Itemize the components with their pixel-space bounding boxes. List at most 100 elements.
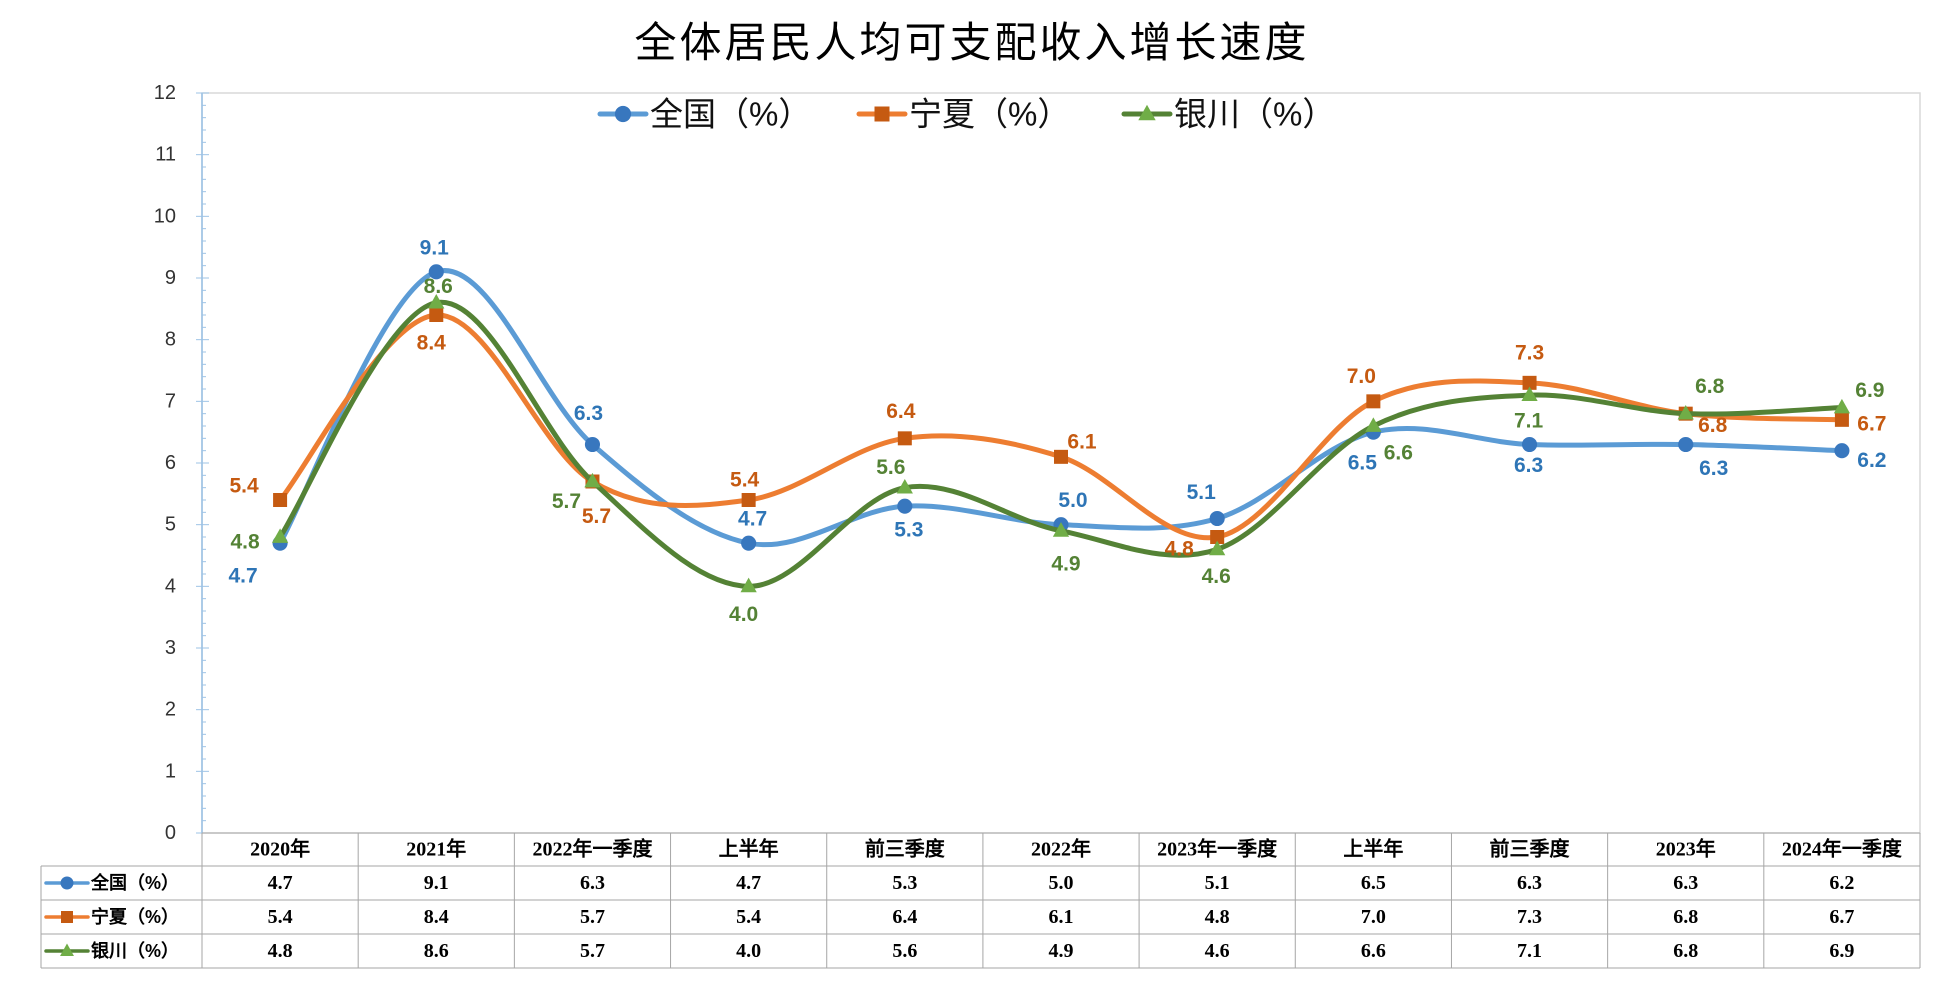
table-cell: 5.4 <box>268 906 293 928</box>
table-row-label: 银川（%） <box>91 940 179 961</box>
data-point-ningxia <box>273 493 288 507</box>
data-point-ningxia <box>429 308 444 322</box>
table-row-yinchuan: 银川（%） 4.8 8.6 5.7 4.0 5.6 4.9 4.6 6.6 7.1 6.8 6.9 <box>44 940 1854 962</box>
data-label-national: 6.3 <box>574 402 603 425</box>
table-cell: 4.8 <box>1205 906 1230 928</box>
table-cell: 4.7 <box>736 872 761 894</box>
chart-title: 全体居民人均可支配收入增长速度 <box>634 20 1309 67</box>
data-point-yinchuan <box>1833 398 1851 414</box>
table-header-cell: 2024年一季度 <box>1782 837 1903 861</box>
table-cell: 8.4 <box>424 906 449 928</box>
table-cell: 6.7 <box>1829 906 1854 928</box>
y-tick-label: 1 <box>165 760 176 782</box>
data-label-ningxia: 4.8 <box>1165 538 1195 561</box>
legend-label: 宁夏（%） <box>909 96 1070 133</box>
square-marker-icon <box>874 106 890 122</box>
y-tick-label: 4 <box>165 575 176 597</box>
table-cell: 6.5 <box>1361 872 1386 894</box>
y-tick-label: 7 <box>165 390 176 412</box>
table-cell: 5.3 <box>892 872 917 894</box>
table-cell: 6.8 <box>1673 940 1698 962</box>
legend-item-yinchuan: 银川（%） <box>1121 96 1335 133</box>
table-cell: 7.1 <box>1517 940 1542 962</box>
table-row-label: 全国（%） <box>90 872 179 893</box>
legend-label: 银川（%） <box>1174 96 1335 133</box>
y-tick-label: 9 <box>165 267 176 289</box>
series-yinchuan <box>271 293 1851 593</box>
data-label-ningxia: 6.1 <box>1067 430 1097 453</box>
table-cell: 8.6 <box>424 940 449 962</box>
table-cell: 4.6 <box>1205 940 1230 962</box>
data-point-ningxia <box>1522 375 1537 390</box>
data-label-national: 5.3 <box>894 519 923 542</box>
table-cell: 5.1 <box>1205 872 1230 894</box>
series-line-national <box>277 268 1845 548</box>
data-label-ningxia: 7.0 <box>1347 365 1376 388</box>
legend: 全国（%） 宁夏（%） 银川（%） <box>597 96 1335 133</box>
circle-marker-icon <box>614 105 632 123</box>
legend-item-ningxia: 宁夏（%） <box>856 96 1070 133</box>
table-header-cell: 2021年 <box>406 837 466 861</box>
triangle-marker-icon <box>60 943 74 957</box>
data-label-national: 4.7 <box>738 508 767 531</box>
y-tick-label: 6 <box>165 452 176 474</box>
data-point-national <box>1209 510 1225 527</box>
data-label-national: 6.3 <box>1514 454 1543 477</box>
y-tick-label: 11 <box>155 144 176 166</box>
data-label-yinchuan: 6.6 <box>1384 442 1413 465</box>
data-point-yinchuan <box>584 472 601 488</box>
data-point-yinchuan <box>1677 404 1694 420</box>
data-point-national <box>741 535 757 551</box>
legend-label: 全国（%） <box>650 96 811 133</box>
data-label-yinchuan: 6.9 <box>1855 379 1884 402</box>
data-point-yinchuan <box>428 293 445 309</box>
data-label-yinchuan: 5.6 <box>876 456 905 479</box>
table-cell: 6.9 <box>1829 940 1854 962</box>
table-row-ningxia: 宁夏（%） 5.4 8.4 5.7 5.4 6.4 6.1 4.8 7.0 7.3 6.8 6.7 <box>44 906 1854 928</box>
data-point-ningxia <box>897 431 912 446</box>
data-label-national: 6.3 <box>1699 457 1728 480</box>
data-point-ningxia <box>1366 394 1381 409</box>
data-labels: 4.7 9.1 6.3 4.7 5.3 5.0 5.1 6.5 6.3 6.3 6.2 5.4 8.4 5… <box>228 236 1886 625</box>
y-tick-label: 5 <box>165 514 176 536</box>
data-label-ningxia: 7.3 <box>1515 341 1544 364</box>
data-point-yinchuan <box>896 478 913 494</box>
table-row-national: 全国（%） 4.7 9.1 6.3 4.7 5.3 5.0 5.1 6.5 6.3 6.3 6.2 <box>44 872 1854 894</box>
data-label-ningxia: 6.4 <box>886 400 916 423</box>
table-row-label: 宁夏（%） <box>91 906 179 927</box>
data-label-yinchuan: 4.9 <box>1051 552 1080 575</box>
series-line-yinchuan <box>277 300 1845 589</box>
table-header-cell: 2023年一季度 <box>1157 837 1278 861</box>
data-label-national: 4.7 <box>228 565 257 588</box>
table-header-cell: 2022年 <box>1031 837 1091 861</box>
circle-marker-icon <box>60 876 74 890</box>
table-cell: 6.3 <box>580 872 605 894</box>
data-point-ningxia <box>1054 449 1068 464</box>
y-tick-label: 2 <box>165 699 176 721</box>
data-point-ningxia <box>1210 530 1225 544</box>
table-cell: 5.6 <box>892 940 917 962</box>
data-point-ningxia <box>741 493 756 507</box>
table-header-cell: 2020年 <box>250 837 310 861</box>
table-cell: 6.6 <box>1361 940 1386 962</box>
data-label-ningxia: 5.4 <box>229 475 259 498</box>
table-header-cell: 前三季度 <box>865 837 946 861</box>
legend-item-national: 全国（%） <box>597 96 811 133</box>
y-tick-label: 8 <box>165 329 176 351</box>
table-cell: 6.8 <box>1673 906 1698 928</box>
data-point-national <box>1678 436 1694 453</box>
data-point-yinchuan <box>1365 417 1382 432</box>
data-label-national: 6.2 <box>1857 449 1886 472</box>
y-tick-label: 10 <box>154 205 176 227</box>
data-label-ningxia: 8.4 <box>417 332 447 355</box>
y-tick-label: 3 <box>165 637 176 659</box>
table-cell: 4.0 <box>736 940 761 962</box>
table-cell: 7.3 <box>1517 906 1542 928</box>
table-cell: 6.3 <box>1517 872 1542 894</box>
data-point-yinchuan <box>1209 540 1226 556</box>
data-label-yinchuan: 7.1 <box>1514 410 1544 433</box>
data-label-national: 9.1 <box>420 236 450 259</box>
data-point-ningxia <box>1834 412 1849 427</box>
